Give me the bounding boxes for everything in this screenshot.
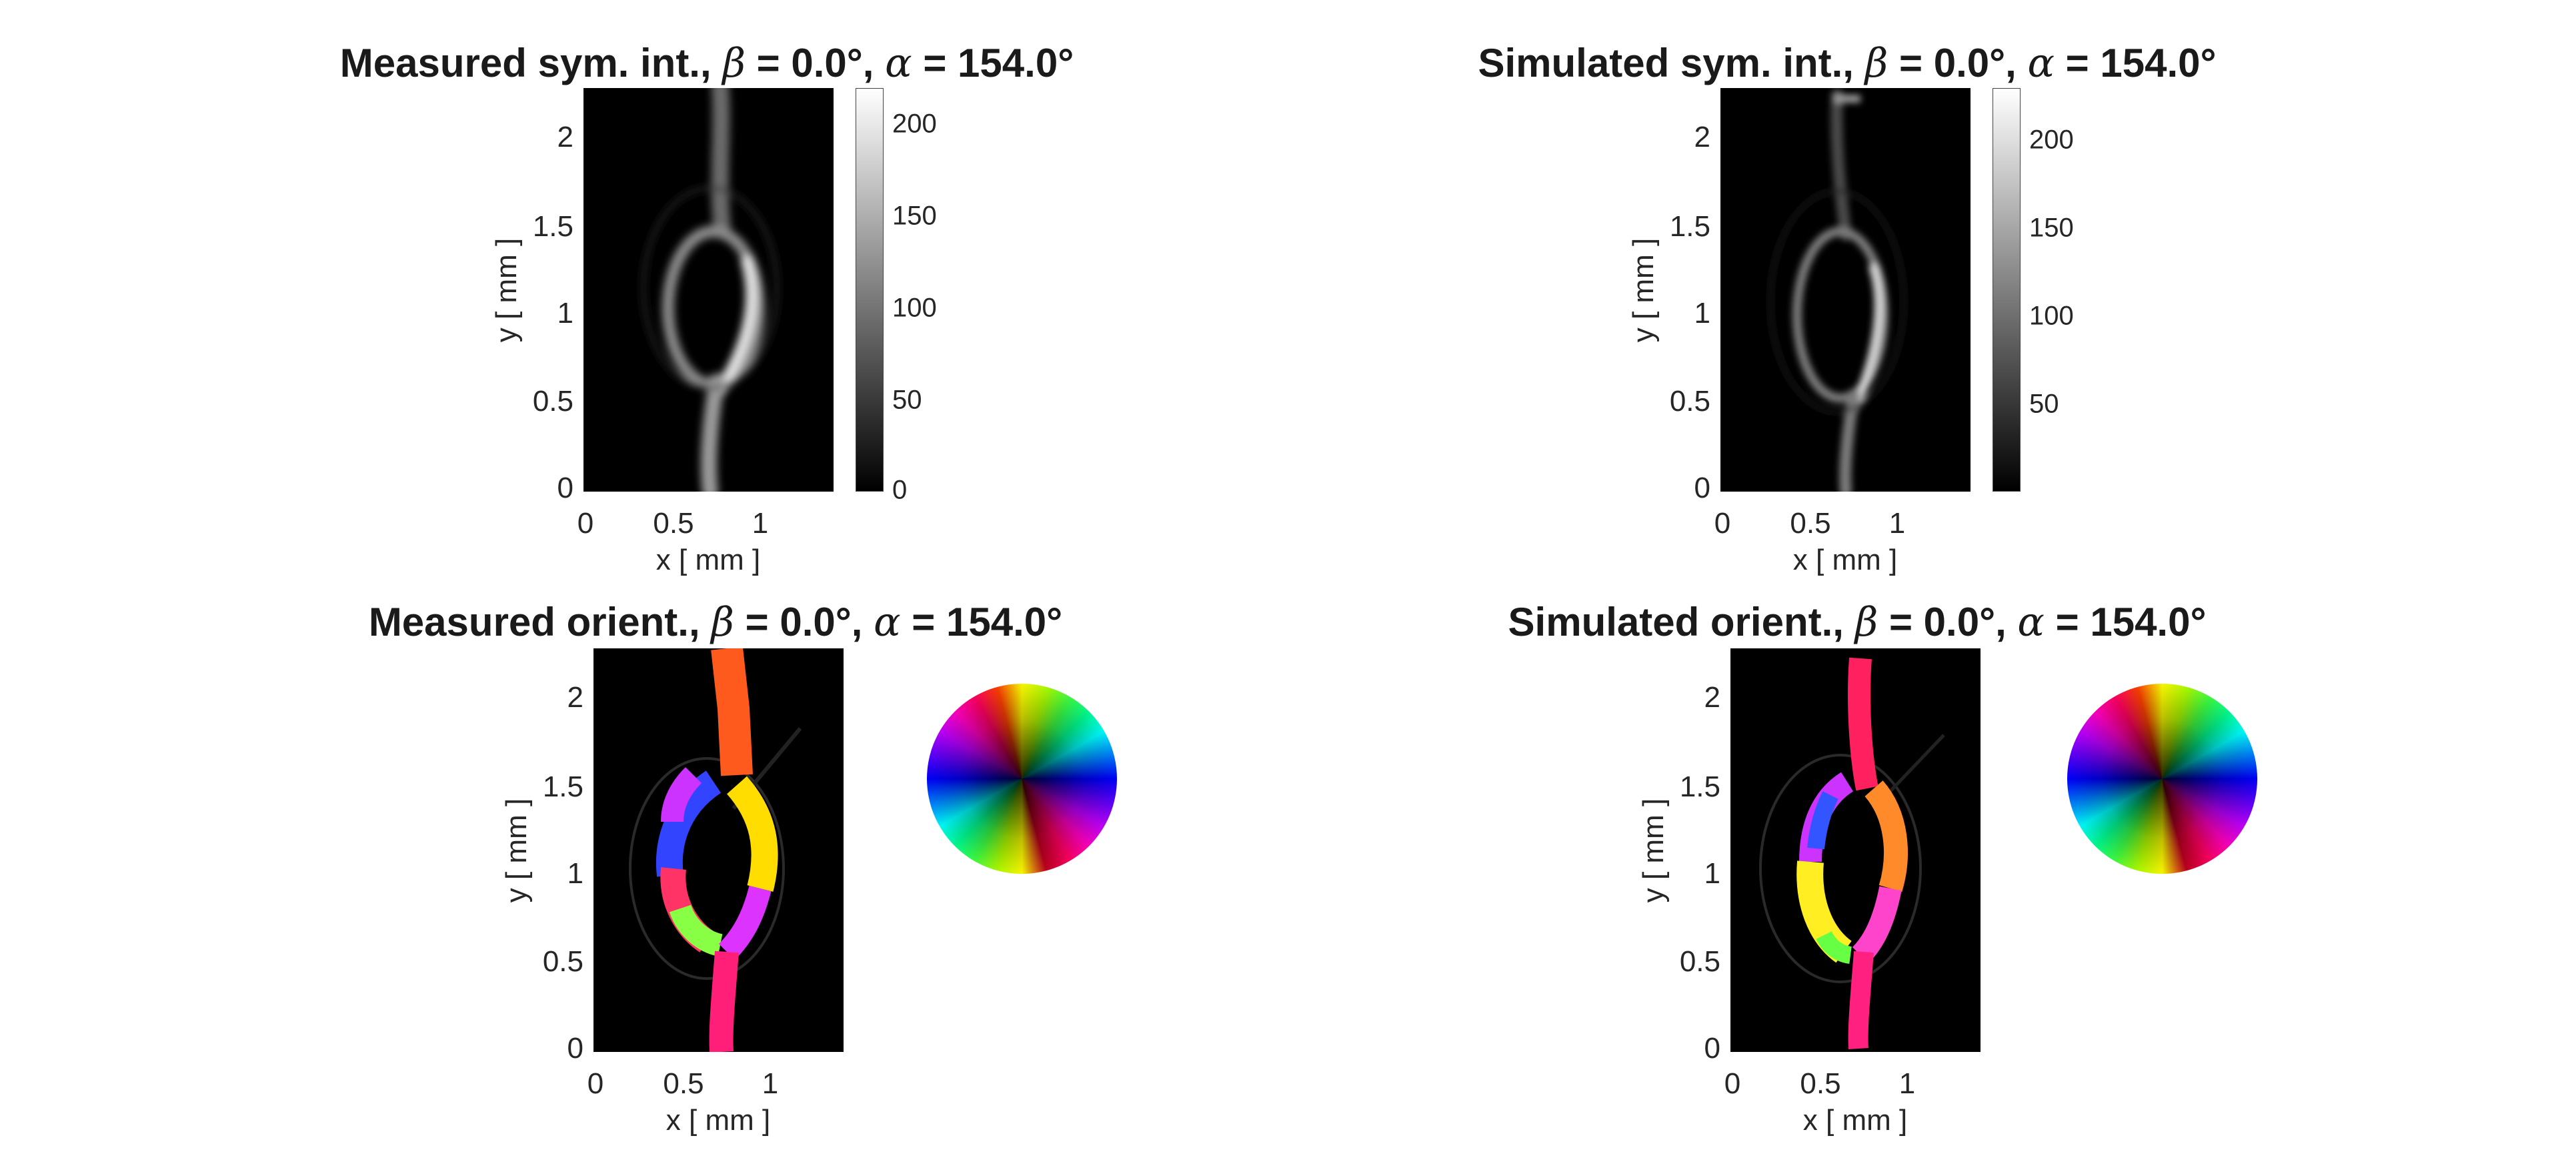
- y-tick: 1: [567, 857, 583, 890]
- measured-orientation-map: [593, 648, 844, 1052]
- colorbar-tick: 150: [2029, 213, 2074, 243]
- color-wheel-center-shade: [927, 684, 1117, 874]
- title-alpha: α: [874, 599, 901, 646]
- y-axis-label: y [ mm ]: [1637, 798, 1670, 903]
- y-tick: 1: [557, 297, 573, 330]
- y-tick: 0.5: [1669, 385, 1710, 418]
- x-tick: 1: [752, 507, 769, 540]
- color-wheel-center-shade: [2067, 684, 2257, 874]
- x-tick: 0.5: [1800, 1067, 1841, 1100]
- x-tick: 1: [1888, 507, 1906, 540]
- x-axis-label: x [ mm ]: [1792, 544, 1898, 576]
- title-text-post: = 154.0°: [2044, 600, 2207, 644]
- colorbar-tick: 50: [892, 385, 922, 415]
- y-tick: 0.5: [542, 945, 583, 978]
- title-text-mid: = 0.0°,: [1888, 41, 2028, 85]
- title-text: Measured sym. int.,: [339, 41, 723, 85]
- x-tick: 0: [1724, 1067, 1741, 1100]
- y-tick: 1: [1704, 857, 1720, 890]
- intensity-colorbar: [1993, 88, 2021, 492]
- title-alpha: α: [885, 40, 912, 87]
- panel-title-measured-orientation: Measured orient., β = 0.0°, α = 154.0°: [369, 599, 1062, 646]
- y-axis-label: y [ mm ]: [490, 237, 523, 343]
- colorbar-tick: 0: [892, 475, 908, 505]
- title-alpha: α: [2027, 40, 2055, 87]
- title-text-post: = 154.0°: [900, 600, 1063, 644]
- panel-title-simulated-orientation: Simulated orient., β = 0.0°, α = 154.0°: [1508, 599, 2207, 646]
- colorbar-tick: 200: [2029, 125, 2074, 155]
- title-text-post: = 154.0°: [2054, 41, 2217, 85]
- colorbar-tick: 100: [2029, 301, 2074, 331]
- title-alpha: α: [2017, 599, 2045, 646]
- title-text: Measured orient.,: [368, 600, 712, 644]
- x-tick: 0: [1714, 507, 1731, 540]
- simulated-orientation-map: [1730, 648, 1981, 1052]
- y-axis-label: y [ mm ]: [1627, 237, 1660, 343]
- y-tick: 1: [1694, 297, 1710, 330]
- title-beta: β: [711, 599, 734, 646]
- measured-intensity-map: [583, 88, 834, 492]
- title-text-mid: = 0.0°,: [734, 600, 874, 644]
- x-tick: 0.5: [653, 507, 694, 540]
- title-text-mid: = 0.0°,: [1878, 600, 2018, 644]
- x-tick: 0: [577, 507, 594, 540]
- y-tick: 2: [1704, 681, 1720, 714]
- panel-title-simulated-intensity: Simulated sym. int., β = 0.0°, α = 154.0…: [1478, 40, 2216, 87]
- colorbar-tick: 100: [892, 293, 937, 323]
- title-text: Simulated sym. int.,: [1478, 41, 1865, 85]
- y-tick: 0: [567, 1032, 583, 1065]
- y-tick: 0.5: [532, 385, 573, 418]
- simulated-intensity-map: [1720, 88, 1971, 492]
- x-tick: 0: [587, 1067, 604, 1100]
- title-beta: β: [722, 40, 746, 87]
- y-tick: 2: [1694, 121, 1710, 153]
- y-tick: 0: [1704, 1032, 1720, 1065]
- colorbar-tick: 200: [892, 109, 937, 139]
- y-tick: 1.5: [1679, 770, 1720, 803]
- title-beta: β: [1854, 599, 1878, 646]
- y-axis-label: y [ mm ]: [500, 798, 533, 903]
- title-beta: β: [1864, 40, 1888, 87]
- title-text: Simulated orient.,: [1508, 600, 1855, 644]
- y-tick: 0: [1694, 472, 1710, 504]
- x-axis-label: x [ mm ]: [656, 544, 761, 576]
- x-tick: 0.5: [1790, 507, 1831, 540]
- y-tick: 1.5: [532, 210, 573, 243]
- colorbar-tick: 150: [892, 201, 937, 231]
- x-axis-label: x [ mm ]: [1802, 1104, 1908, 1137]
- y-tick: 2: [567, 681, 583, 714]
- x-tick: 1: [762, 1067, 779, 1100]
- y-tick: 0.5: [1679, 945, 1720, 978]
- title-text-post: = 154.0°: [912, 41, 1074, 85]
- x-tick: 0.5: [663, 1067, 704, 1100]
- intensity-colorbar: [856, 88, 884, 492]
- y-tick: 1.5: [542, 770, 583, 803]
- y-tick: 1.5: [1669, 210, 1710, 243]
- y-tick: 2: [557, 121, 573, 153]
- x-tick: 1: [1898, 1067, 1916, 1100]
- title-text-mid: = 0.0°,: [746, 41, 886, 85]
- panel-title-measured-intensity: Measured sym. int., β = 0.0°, α = 154.0°: [340, 40, 1074, 87]
- y-tick: 0: [557, 472, 573, 504]
- x-axis-label: x [ mm ]: [666, 1104, 771, 1137]
- colorbar-tick: 50: [2029, 389, 2059, 419]
